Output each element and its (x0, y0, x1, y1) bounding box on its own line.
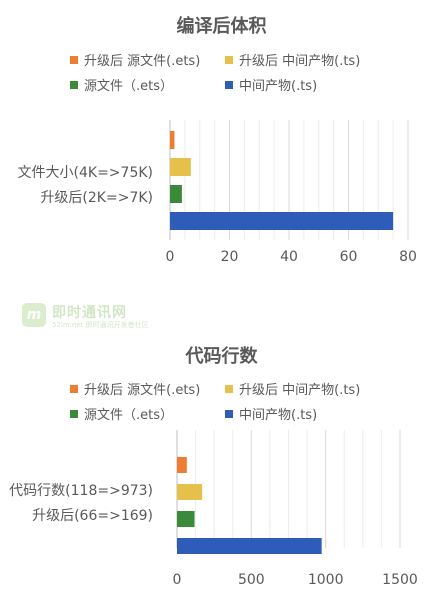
chart-legend: 升级后 源文件(.ets) 升级后 中间产物(.ts) 源文件（.ets） 中间… (70, 379, 430, 423)
category-label-2: 升级后(66=>169) (32, 508, 153, 524)
x-tick-label: 1000 (308, 572, 344, 588)
x-tick-label: 0 (173, 572, 182, 588)
watermark-text: 即时通讯网 (52, 305, 127, 321)
bar (177, 457, 187, 473)
legend-label: 中间产物(.ts) (239, 79, 318, 94)
legend-swatch (225, 384, 233, 393)
legend-swatch (70, 409, 78, 418)
x-tick-label: 500 (238, 572, 265, 588)
chart-title: 编译后体积 (176, 16, 267, 37)
legend-item-upgraded-ts: 升级后 中间产物(.ts) (225, 379, 430, 398)
category-label-1: 文件大小(4K=>75K) (17, 165, 153, 181)
bar (177, 484, 203, 500)
legend-item-intermediate-ts: 中间产物(.ts) (225, 404, 430, 423)
legend-item-source-ets: 源文件（.ets） (70, 404, 225, 423)
legend-item-source-ets: 源文件（.ets） (70, 75, 225, 94)
chart-volume-after-compile: 编译后体积 升级后 源文件(.ets) 升级后 中间产物(.ts) 源文件（.e… (0, 0, 443, 300)
legend-label: 升级后 源文件(.ets) (84, 383, 201, 398)
bar (170, 185, 182, 203)
legend-item-upgraded-ts: 升级后 中间产物(.ts) (225, 50, 430, 69)
legend-label: 升级后 中间产物(.ts) (239, 54, 361, 69)
legend-swatch (225, 80, 233, 89)
legend-swatch (70, 80, 78, 89)
legend-swatch (225, 409, 233, 418)
legend-label: 源文件（.ets） (84, 79, 174, 94)
legend-swatch (70, 384, 78, 393)
bar (170, 212, 394, 230)
x-tick-label: 0 (166, 249, 175, 265)
bar (177, 538, 322, 554)
legend-item-intermediate-ts: 中间产物(.ts) (225, 75, 430, 94)
legend-item-upgraded-ets: 升级后 源文件(.ets) (70, 379, 225, 398)
watermark-logo: m 即时通讯网 52im.net 即时通讯开发者社区 (22, 300, 152, 330)
legend-swatch (225, 55, 233, 64)
x-tick-label: 80 (399, 249, 417, 265)
bar (177, 511, 195, 527)
legend-label: 源文件（.ets） (84, 408, 174, 423)
chart-lines-of-code: 代码行数 升级后 源文件(.ets) 升级后 中间产物(.ts) 源文件（.et… (0, 330, 443, 606)
bar (170, 131, 175, 149)
x-tick-label: 40 (280, 249, 298, 265)
bar (170, 158, 191, 176)
x-tick-label: 20 (221, 249, 239, 265)
x-tick-label: 60 (340, 249, 358, 265)
x-tick-label: 1500 (382, 572, 418, 588)
watermark-logo-icon: m (22, 303, 46, 327)
plot-area: 0 500 1000 1500 (173, 430, 418, 588)
chart-legend: 升级后 源文件(.ets) 升级后 中间产物(.ts) 源文件（.ets） 中间… (70, 50, 430, 94)
category-label-2: 升级后(2K=>7K) (40, 190, 153, 206)
category-label-1: 代码行数(118=>973) (9, 483, 153, 499)
legend-label: 升级后 源文件(.ets) (84, 54, 201, 69)
chart-title: 代码行数 (185, 346, 258, 367)
watermark-subtext: 52im.net 即时通讯开发者社区 (52, 321, 149, 329)
legend-swatch (70, 55, 78, 64)
plot-area: 0 20 40 60 80 (166, 120, 417, 265)
legend-label: 升级后 中间产物(.ts) (239, 383, 361, 398)
legend-label: 中间产物(.ts) (239, 408, 318, 423)
legend-item-upgraded-ets: 升级后 源文件(.ets) (70, 50, 225, 69)
